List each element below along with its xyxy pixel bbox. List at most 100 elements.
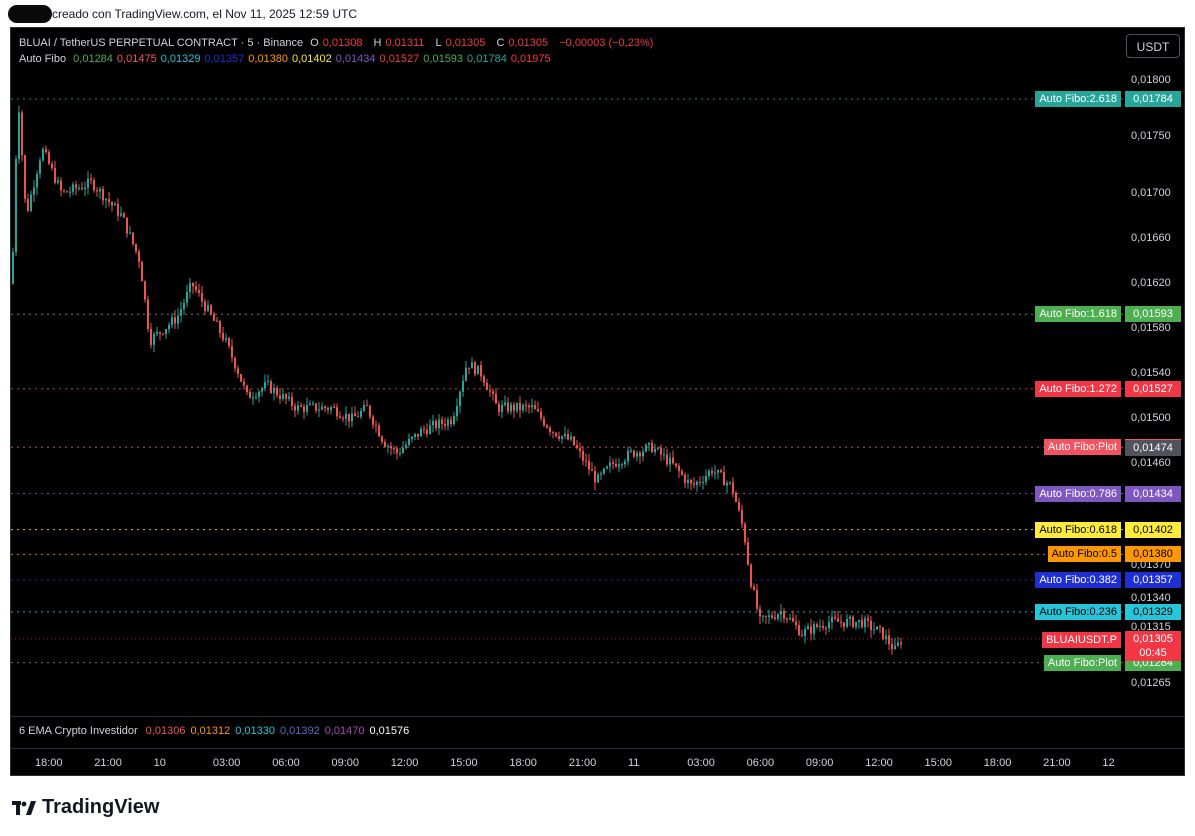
pane-separator[interactable] [11, 716, 1184, 717]
candle-body [183, 302, 185, 310]
candle-body [894, 645, 896, 649]
time-tick: 06:00 [746, 757, 775, 769]
candle-body [603, 468, 605, 474]
candle-body [858, 619, 860, 622]
candle-body [744, 523, 746, 543]
candle-body [327, 408, 329, 411]
candle-body [303, 406, 305, 412]
ohlc-high: H 0,01311 [373, 37, 425, 49]
candle-body [108, 198, 110, 203]
candle-body [522, 404, 524, 410]
candle-body [21, 112, 23, 156]
current-symbol-tag: BLUAIUSDT.P [1042, 631, 1121, 648]
auto-fibo-legend-value-3: 0,01357 [204, 53, 245, 65]
candle-body [123, 213, 125, 218]
candle-body [15, 159, 17, 253]
auto-fibo-legend-name[interactable]: Auto Fibo [19, 53, 67, 65]
candle-body [378, 425, 380, 437]
ohlc-open: O 0,01308 [310, 37, 363, 49]
time-tick: 12:00 [390, 757, 419, 769]
candle-body [264, 382, 266, 389]
candle-body [210, 305, 212, 315]
candle-body [81, 187, 83, 190]
candle-body [93, 180, 95, 191]
candle-body [435, 421, 437, 429]
fibo-label: Auto Fibo:0.618 [1035, 521, 1121, 538]
candle-body [690, 479, 692, 484]
symbol-title[interactable]: BLUAI / TetherUS PERPETUAL CONTRACT · 5 … [19, 37, 304, 49]
time-tick: 12 [1102, 757, 1115, 769]
ohlc-change: −0,00003 (−0,23%) [559, 37, 654, 49]
candle-body [105, 198, 107, 201]
candle-body [387, 446, 389, 448]
candle-body [345, 413, 347, 419]
candle-body [162, 333, 164, 335]
candle-body [84, 187, 86, 190]
ema-legend-name[interactable]: 6 EMA Crypto Investidor [19, 725, 138, 737]
candle-body [198, 290, 200, 293]
candle-body [687, 479, 689, 483]
price-tick: 0,01660 [1131, 231, 1171, 244]
time-tick: 10 [153, 757, 166, 769]
candle-body [357, 416, 359, 418]
candle-body [717, 470, 719, 473]
candle-body [393, 448, 395, 450]
candle-body [135, 243, 137, 252]
candle-body [732, 482, 734, 493]
candle-body [363, 405, 365, 411]
candle-body [102, 188, 104, 201]
candle-body [819, 626, 821, 628]
time-tick: 15:00 [450, 757, 478, 769]
candle-body [891, 644, 893, 649]
candle-body [96, 190, 98, 192]
time-tick: 21:00 [568, 757, 597, 769]
candle-body [48, 152, 50, 164]
candle-body [234, 357, 236, 369]
candle-body [588, 460, 590, 470]
fibo-label: Auto Fibo:2.618 [1035, 91, 1121, 108]
candle-body [675, 463, 677, 466]
candle-body [246, 385, 248, 393]
candle-body [318, 409, 320, 411]
price-tick: 0,01340 [1131, 592, 1171, 605]
candle-body [825, 627, 827, 629]
candle-body [126, 217, 128, 234]
candle-body [639, 452, 641, 457]
crosshair-price-tag: 0,01474 [1125, 440, 1181, 457]
candle-body [456, 405, 458, 417]
time-tick: 09:00 [331, 757, 360, 769]
candle-body [285, 394, 287, 399]
candle-body [243, 381, 245, 386]
candle-body [888, 635, 890, 645]
candle-body [174, 317, 176, 324]
candle-body [369, 405, 371, 417]
candle-body [414, 433, 416, 437]
candle-body [348, 413, 350, 422]
fibo-label: Auto Fibo:0.786 [1035, 485, 1121, 502]
candle-body [696, 481, 698, 486]
fibo-label: Auto Fibo:1.272 [1035, 380, 1121, 397]
candle-body [534, 405, 536, 410]
candle-body [216, 320, 218, 322]
candle-body [777, 614, 779, 619]
chart-panel[interactable]: BLUAI / TetherUS PERPETUAL CONTRACT · 5 … [10, 27, 1185, 776]
currency-button[interactable]: USDT [1126, 34, 1180, 58]
time-tick: 18:00 [983, 757, 1012, 769]
candle-body [186, 291, 188, 303]
candle-body [429, 425, 431, 434]
candlestick-plot[interactable] [11, 28, 1185, 776]
candle-body [447, 419, 449, 426]
bar-countdown: 00:45 [1139, 646, 1167, 659]
candle-body [255, 396, 257, 398]
candle-body [666, 454, 668, 465]
candle-body [798, 625, 800, 636]
candle-body [231, 345, 233, 358]
fibo-label: Auto Fibo:Plot [1043, 654, 1121, 671]
candle-body [672, 457, 674, 464]
candle-body [390, 446, 392, 449]
candle-body [12, 252, 14, 284]
candle-body [462, 380, 464, 392]
time-tick: 15:00 [924, 757, 953, 769]
candle-body [714, 472, 716, 474]
candle-body [465, 367, 467, 381]
